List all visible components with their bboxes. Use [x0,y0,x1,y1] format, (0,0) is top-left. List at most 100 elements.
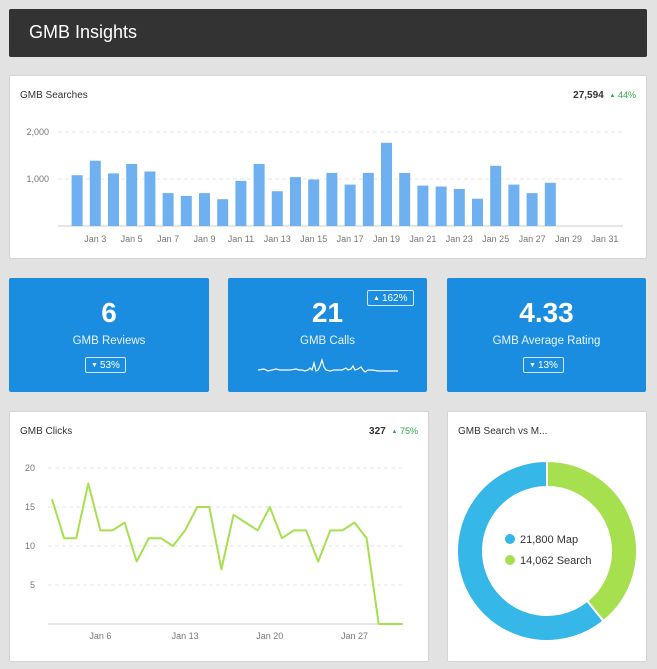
bar-jan-6 [144,171,156,226]
bar-jan-10 [217,199,229,226]
x-tick-label: Jan 17 [337,234,364,244]
bar-jan-12 [253,164,265,226]
y-tick-1000: 1,000 [26,174,49,184]
up-arrow-icon: ▲ [609,93,616,99]
bar-jan-15 [308,179,320,226]
page-header: GMB Insights [9,9,647,57]
rating-kpi: 4.33 GMB Average Rating ▼ 13% [447,278,646,392]
searches-delta-value: 44% [617,90,636,100]
bar-jan-9 [199,193,210,226]
legend-map-dot [505,534,515,544]
bars [71,142,556,226]
legend-search-dot [505,555,515,565]
down-arrow-icon: ▼ [91,362,98,369]
x-tick-label: Jan 15 [300,234,327,244]
calls-kpi: ▲ 162% 21 GMB Calls [228,278,427,392]
bar-jan-2 [71,175,83,226]
x-tick-label: Jan 25 [482,234,509,244]
clicks-total: 327 [369,426,386,437]
bar-jan-28 [544,182,556,226]
rating-label: GMB Average Rating [492,335,601,347]
bar-jan-16 [326,172,338,226]
bar-jan-8 [180,195,192,226]
bar-jan-21 [417,185,429,226]
down-arrow-icon: ▼ [529,362,536,369]
searches-card: GMB Searches 27,594 ▲ 44% 2,000 1,000 Ja… [9,75,647,259]
y-tick-2000: 2,000 [26,127,49,137]
donut-title: GMB Search vs M... [458,426,548,437]
up-arrow-icon: ▲ [373,295,380,302]
x-tick-label: Jan 23 [446,234,473,244]
x-tick-label: Jan 3 [84,234,106,244]
clicks-line-chart: 20 15 10 5 Jan 6 Jan 13 Jan 20 Jan 27 [25,463,403,641]
bar-jan-26 [508,184,520,226]
calls-label: GMB Calls [300,335,355,347]
clicks-series-line [51,482,403,625]
y-tick-5: 5 [30,580,35,590]
x-tick-label: Jan 9 [193,234,215,244]
x-tick-label: Jan 27 [519,234,546,244]
bar-jan-5 [126,164,138,226]
bar-jan-14 [290,177,301,226]
clicks-delta: ▲ 75% [392,426,418,436]
reviews-value: 6 [101,297,117,328]
searches-title: GMB Searches [20,90,88,101]
x-ticks: Jan 3 Jan 5 Jan 7 Jan 9 Jan 11 Jan 13 Jan 15 Ja… [84,234,618,244]
x-tick-label: Jan 7 [157,234,179,244]
x-tick-label: Jan 13 [172,631,199,641]
x-tick-label: Jan 31 [591,234,618,244]
y-tick-10: 10 [25,541,35,551]
clicks-card: GMB Clicks 327 ▲ 75% 20 15 10 5 Jan 6 Jan… [9,411,429,662]
bar-jan-4 [108,173,119,226]
reviews-delta: 53% [99,360,120,371]
reviews-delta-badge: ▼ 53% [85,357,126,373]
bar-jan-25 [490,165,502,226]
rating-delta: 13% [537,360,558,371]
calls-value: 21 [311,297,344,328]
clicks-delta-value: 75% [399,426,418,436]
reviews-kpi: 6 GMB Reviews ▼ 53% [9,278,209,392]
bar-jan-3 [89,160,101,226]
bar-jan-27 [526,193,538,226]
bar-jan-17 [344,184,356,226]
bar-jan-7 [162,193,174,226]
searches-delta: ▲ 44% [610,90,636,100]
bar-jan-11 [235,180,247,226]
bar-jan-19 [381,142,392,226]
clicks-title: GMB Clicks [20,426,73,437]
x-tick-label: Jan 5 [121,234,143,244]
reviews-label: GMB Reviews [72,335,146,347]
bar-jan-24 [472,198,483,226]
bar-jan-22 [435,186,447,226]
searches-bar-chart: 2,000 1,000 Jan 3 Jan 5 Jan 7 Jan 9 Jan 11 Ja… [26,127,623,244]
search-vs-map-donut: 21,800 Map 14,062 Search [455,459,638,642]
donut-slice-search [546,459,638,623]
x-tick-label: Jan 6 [89,631,111,641]
rating-delta-badge: ▼ 13% [523,357,564,373]
donut-slice-map [455,459,605,642]
calls-delta-badge: ▲ 162% [367,290,414,306]
x-tick-label: Jan 19 [373,234,400,244]
bar-jan-23 [453,188,465,226]
x-tick-label: Jan 29 [555,234,582,244]
x-tick-label: Jan 21 [409,234,436,244]
search-vs-map-card: GMB Search vs M... 21,800 Map 14,062 Sea… [447,411,647,662]
x-tick-label: Jan 27 [341,631,368,641]
x-tick-label: Jan 20 [256,631,283,641]
y-tick-15: 15 [25,502,35,512]
y-tick-20: 20 [25,463,35,473]
searches-total: 27,594 [573,90,604,101]
x-ticks: Jan 6 Jan 13 Jan 20 Jan 27 [89,631,368,641]
legend-map-label: 21,800 Map [520,534,578,546]
calls-sparkline [257,357,398,373]
page-title: GMB Insights [29,22,138,42]
searches-stat: 27,594 ▲ 44% [573,90,636,101]
x-tick-label: Jan 11 [228,234,254,244]
legend-search-label: 14,062 Search [520,555,592,567]
calls-delta: 162% [381,293,408,304]
up-arrow-icon: ▲ [391,429,398,435]
bar-jan-20 [399,172,411,226]
bar-jan-13 [271,191,283,226]
rating-value: 4.33 [519,297,574,328]
x-tick-label: Jan 13 [264,234,291,244]
